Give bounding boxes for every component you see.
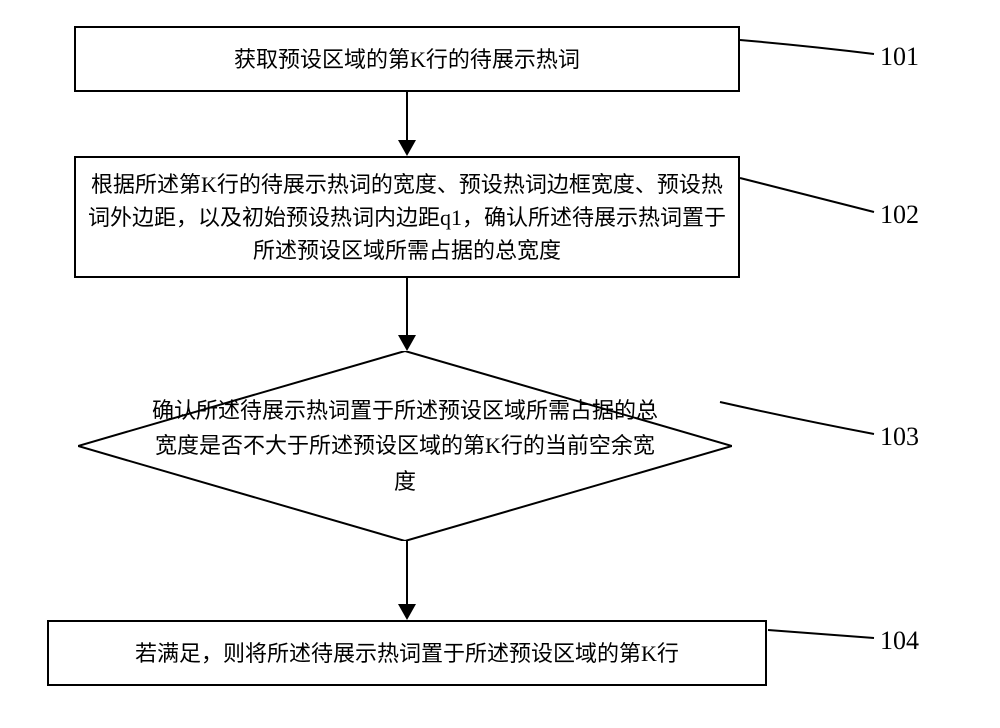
leader-101 — [738, 38, 876, 56]
step-102-text: 根据所述第K行的待展示热词的宽度、预设热词边框宽度、预设热词外边距，以及初始预设… — [88, 168, 726, 267]
label-103: 103 — [880, 422, 919, 452]
step-104-box: 若满足，则将所述待展示热词置于所述预设区域的第K行 — [47, 620, 767, 686]
leader-104 — [766, 628, 876, 640]
arrow-101-102 — [395, 92, 419, 156]
decision-103-text: 确认所述待展示热词置于所述预设区域所需占据的总宽度是否不大于所述预设区域的第K行… — [148, 393, 662, 499]
arrow-102-103 — [395, 278, 419, 351]
leader-103 — [718, 400, 876, 436]
label-101: 101 — [880, 42, 919, 72]
step-101-text: 获取预设区域的第K行的待展示热词 — [234, 43, 580, 76]
arrow-103-104 — [395, 541, 419, 620]
decision-103-diamond: 确认所述待展示热词置于所述预设区域所需占据的总宽度是否不大于所述预设区域的第K行… — [78, 351, 732, 541]
leader-102 — [738, 176, 876, 214]
flowchart-canvas: 获取预设区域的第K行的待展示热词 根据所述第K行的待展示热词的宽度、预设热词边框… — [0, 0, 1000, 728]
label-104: 104 — [880, 626, 919, 656]
step-101-box: 获取预设区域的第K行的待展示热词 — [74, 26, 740, 92]
label-102: 102 — [880, 200, 919, 230]
step-102-box: 根据所述第K行的待展示热词的宽度、预设热词边框宽度、预设热词外边距，以及初始预设… — [74, 156, 740, 278]
step-104-text: 若满足，则将所述待展示热词置于所述预设区域的第K行 — [135, 637, 679, 670]
